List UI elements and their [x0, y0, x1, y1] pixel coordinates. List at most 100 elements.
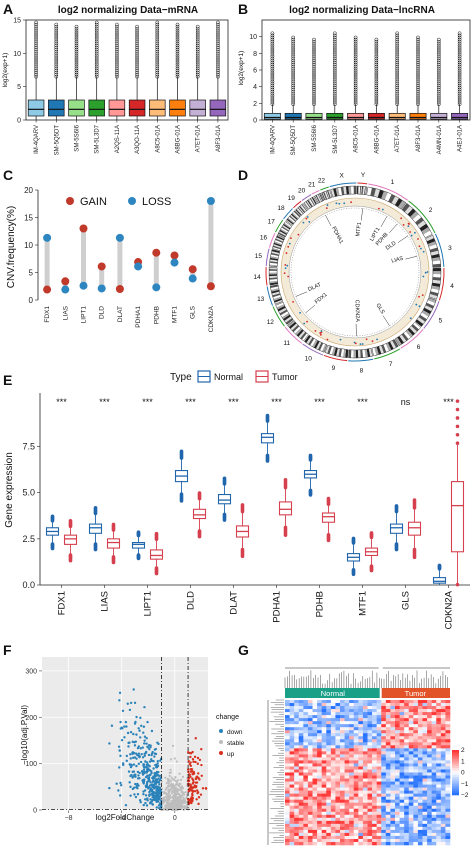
heatmap-cell [404, 727, 410, 731]
outlier-point [312, 89, 316, 94]
outlier-point [54, 56, 59, 60]
outlier-point [270, 48, 275, 52]
heatmap-cell [422, 838, 428, 843]
heatmap-cell [358, 775, 364, 779]
heatmap-cell [317, 778, 322, 782]
heatmap-cell [404, 829, 410, 834]
outlier-point [175, 68, 180, 73]
point-stable [178, 796, 182, 799]
outlier-point [175, 45, 180, 50]
outlier-point [416, 50, 420, 54]
outlier-point [374, 68, 379, 73]
cnv-dot [350, 201, 353, 204]
outlier-point [395, 73, 400, 77]
heatmap-cell [349, 700, 355, 704]
outlier-point [216, 51, 220, 56]
heatmap-cell [431, 727, 437, 731]
cnv-dot [303, 322, 306, 325]
ideogram-band [272, 246, 281, 251]
x-tick-label: IM-4QARV [270, 125, 276, 154]
color-scale-step [452, 763, 459, 767]
ideogram-band [397, 336, 404, 345]
heatmap-cell [330, 823, 336, 828]
heatmap-cell [289, 772, 295, 776]
heatmap-cell [431, 739, 437, 743]
heatmap-cell [335, 805, 341, 810]
outlier-point [416, 48, 420, 52]
heatmap-cell [436, 712, 442, 716]
outlier-point [54, 68, 59, 73]
heatmap-cell [340, 718, 345, 722]
heatmap-cell [335, 787, 341, 791]
outlier-point [353, 79, 358, 84]
x-tick-label: SM-5Q5DT [54, 125, 60, 156]
heatmap-cell [431, 817, 437, 822]
cnv-dot [287, 245, 290, 248]
heatmap-cell [358, 805, 364, 810]
heatmap-cell [408, 838, 414, 843]
chromosome-10 [304, 334, 328, 353]
heatmap-cell [431, 790, 437, 794]
outlier-point [436, 37, 441, 42]
point-down [131, 740, 134, 743]
point-down [146, 720, 149, 724]
heatmap-cell [436, 754, 442, 758]
heatmap-cell [445, 742, 451, 746]
ideogram-band [330, 188, 336, 198]
point-down [159, 795, 162, 798]
heatmap-cell [344, 745, 350, 749]
outlier-point [74, 39, 79, 44]
heatmap-cell [358, 760, 364, 764]
outlier-point [353, 85, 358, 90]
heatmap-cell [408, 775, 414, 779]
heatmap-cell [381, 781, 387, 785]
heatmap-cell [376, 826, 382, 831]
heatmap-cell [367, 742, 373, 746]
outlier-point [195, 70, 200, 75]
outlier-point [353, 98, 358, 102]
heatmap-cell [326, 838, 332, 843]
outlier-point [436, 62, 441, 67]
heatmap-cell [326, 823, 332, 828]
cnv-dot [409, 231, 412, 233]
point-down [125, 759, 128, 763]
outlier-point [270, 37, 275, 42]
heatmap-cell [445, 718, 451, 722]
point-up [190, 770, 193, 773]
normal-DLD-outlier [179, 449, 184, 454]
outlier-point [353, 58, 358, 63]
heatmap-cell [340, 748, 345, 752]
heatmap-cell [367, 763, 373, 767]
chromosome-label-10: 10 [305, 356, 313, 363]
ideogram-band [300, 204, 307, 212]
heatmap-cell [317, 784, 322, 788]
heatmap-cell [376, 775, 382, 779]
heatmap-cell [294, 787, 300, 791]
outlier-point [457, 52, 462, 57]
heatmap-cell [404, 793, 410, 797]
heatmap-cell [303, 727, 309, 731]
heatmap-cell [413, 754, 419, 758]
outlier-point [34, 43, 38, 48]
significance-DLAT: *** [228, 397, 239, 407]
heatmap-cell [381, 712, 387, 716]
x-tick-label: A8F3-01A [416, 125, 422, 152]
heatmap-cell [362, 781, 368, 785]
heatmap-cell [285, 772, 290, 776]
ideogram-band [353, 186, 357, 195]
chromosome-19 [295, 203, 309, 217]
heatmap-cell [367, 733, 373, 737]
heatmap-cell [427, 793, 432, 797]
heatmap-cell [330, 775, 336, 779]
heatmap-cell [408, 733, 414, 737]
heatmap-cell [395, 820, 400, 825]
significance-CDKN2A: *** [443, 397, 454, 407]
point-down [148, 779, 151, 782]
heatmap-cell [417, 793, 423, 797]
chromosome-label-13: 13 [257, 296, 265, 303]
color-scale-step [452, 774, 459, 778]
heatmap-cell [385, 721, 391, 725]
chromosome-label-11: 11 [283, 340, 290, 347]
heatmap-cell [349, 796, 355, 800]
cnv-dot [288, 242, 291, 245]
